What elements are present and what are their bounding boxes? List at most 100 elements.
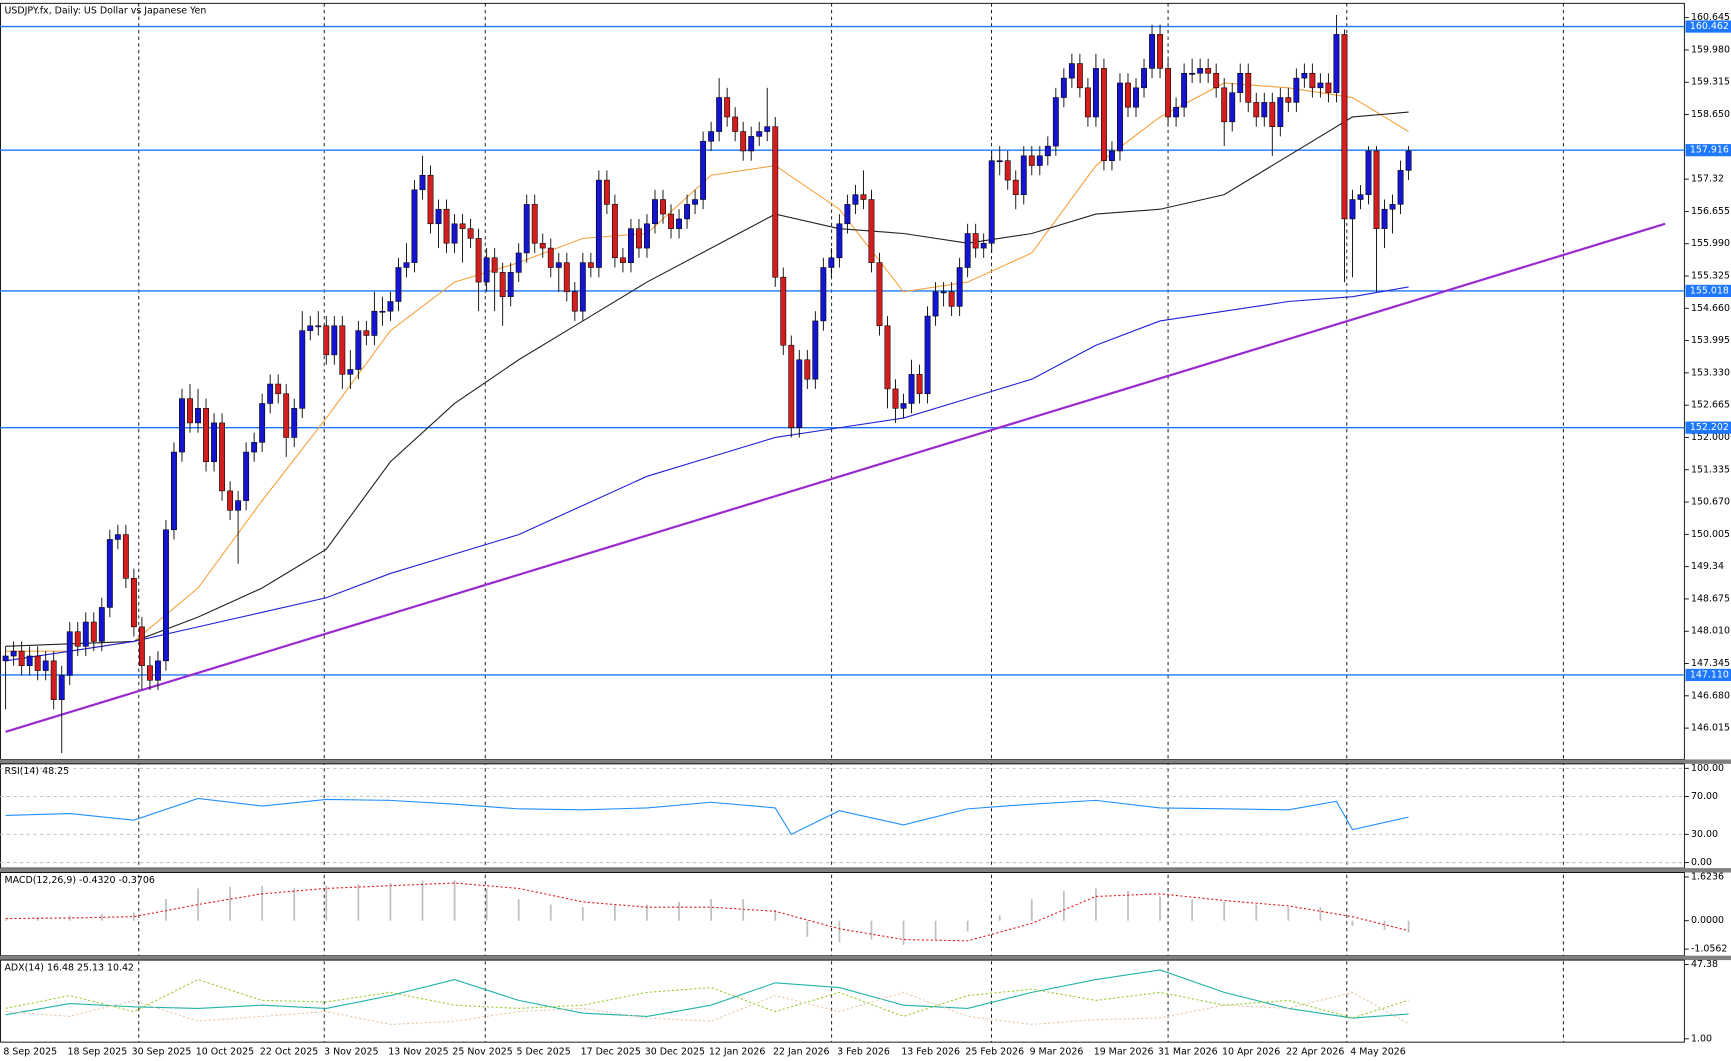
candle-body bbox=[1149, 34, 1155, 69]
x-tick-label: 22 Jan 2026 bbox=[773, 1047, 830, 1058]
candle-body bbox=[916, 374, 923, 395]
indicator-line bbox=[5, 111, 1409, 647]
candle-body bbox=[956, 267, 963, 307]
x-tick-label: 13 Nov 2025 bbox=[388, 1047, 448, 1058]
candle-body bbox=[1189, 72, 1196, 75]
y-tick-label: -1.0562 bbox=[1691, 944, 1727, 955]
x-tick-label: 3 Nov 2025 bbox=[324, 1047, 378, 1058]
y-tick-label: 100.00 bbox=[1691, 763, 1724, 774]
candle-body bbox=[940, 291, 947, 294]
candle-body bbox=[1084, 87, 1091, 118]
candle-body bbox=[1205, 68, 1212, 74]
y-tick-label: 152.665 bbox=[1691, 400, 1730, 411]
x-tick-label: 22 Apr 2026 bbox=[1286, 1047, 1344, 1058]
candle-body bbox=[283, 393, 290, 438]
y-tick-label: 147.345 bbox=[1691, 658, 1730, 669]
panel-separator bbox=[0, 759, 1731, 764]
candle-body bbox=[764, 126, 771, 132]
candle-body bbox=[347, 369, 354, 375]
indicator-line bbox=[5, 882, 1409, 942]
y-tick-label: 159.980 bbox=[1691, 44, 1730, 55]
candle-body bbox=[451, 223, 458, 244]
candle-body bbox=[171, 451, 177, 531]
panel-title: ADX(14) 16.48 25.13 10.42 bbox=[4, 962, 134, 973]
candle-body bbox=[211, 422, 217, 463]
candle-body bbox=[323, 325, 330, 356]
y-tick-label: 157.32 bbox=[1691, 174, 1724, 185]
candle-body bbox=[1277, 97, 1284, 127]
candle-body bbox=[788, 344, 795, 429]
x-tick-label: 30 Sep 2025 bbox=[132, 1047, 192, 1058]
price-level-label: 152.202 bbox=[1690, 422, 1729, 433]
panel-frame bbox=[0, 959, 1685, 1043]
candle-body bbox=[1237, 72, 1244, 93]
x-tick-label: 31 Mar 2026 bbox=[1158, 1047, 1218, 1058]
x-tick-label: 25 Nov 2025 bbox=[452, 1047, 512, 1058]
candle-body bbox=[1076, 63, 1083, 89]
price-level-label: 155.018 bbox=[1690, 285, 1729, 296]
panel-title: RSI(14) 48.25 bbox=[4, 766, 69, 777]
candle-body bbox=[1261, 102, 1268, 118]
candle-body bbox=[1389, 204, 1396, 210]
candle-body bbox=[339, 325, 346, 375]
panel-separator bbox=[0, 955, 1731, 961]
candle-body bbox=[1269, 102, 1276, 127]
candle-body bbox=[154, 660, 161, 681]
candle-body bbox=[34, 655, 41, 671]
candle-body bbox=[1165, 68, 1172, 118]
candle-body bbox=[844, 204, 851, 225]
y-tick-label: 156.655 bbox=[1691, 206, 1730, 217]
candle-body bbox=[1357, 194, 1364, 200]
candle-body bbox=[403, 262, 410, 268]
y-tick-label: 1.00 bbox=[1691, 1033, 1712, 1044]
candle-body bbox=[499, 272, 506, 297]
candle-body bbox=[684, 204, 690, 220]
y-tick-label: 1.6236 bbox=[1691, 872, 1724, 883]
candle-body bbox=[387, 301, 394, 312]
candle-body bbox=[1341, 34, 1348, 220]
candle-body bbox=[1100, 68, 1107, 161]
candle-body bbox=[611, 204, 618, 259]
candle-body bbox=[299, 330, 306, 409]
candle-body bbox=[1373, 150, 1380, 229]
candle-body bbox=[146, 665, 153, 681]
candle-body bbox=[1333, 34, 1340, 93]
panel-title: USDJPY.fx, Daily: US Dollar vs Japanese … bbox=[4, 6, 206, 17]
candle-body bbox=[948, 291, 955, 307]
candle-body bbox=[587, 262, 594, 268]
candle-body bbox=[1317, 82, 1324, 89]
candle-body bbox=[1221, 87, 1228, 123]
x-tick-label: 5 Dec 2025 bbox=[516, 1047, 570, 1058]
candle-body bbox=[259, 403, 266, 443]
y-tick-label: 70.00 bbox=[1691, 791, 1718, 802]
candle-body bbox=[595, 179, 602, 268]
y-tick-label: 159.315 bbox=[1691, 77, 1730, 88]
candle-body bbox=[331, 325, 338, 356]
y-tick-label: 149.34 bbox=[1691, 561, 1724, 572]
y-tick-label: 160.645 bbox=[1691, 12, 1730, 23]
candle-body bbox=[900, 403, 907, 409]
candle-body bbox=[547, 247, 554, 268]
candle-body bbox=[523, 204, 530, 254]
indicator-line bbox=[5, 797, 1409, 836]
candle-body bbox=[1181, 72, 1188, 108]
candle-body bbox=[1117, 82, 1123, 152]
y-tick-label: 146.680 bbox=[1691, 690, 1730, 701]
candle-body bbox=[66, 631, 73, 676]
price-level-tag bbox=[1685, 284, 1731, 298]
x-tick-label: 18 Sep 2025 bbox=[68, 1047, 128, 1058]
candle-body bbox=[515, 252, 522, 273]
x-tick-label: 19 Mar 2026 bbox=[1094, 1047, 1154, 1058]
candle-body bbox=[724, 97, 731, 118]
y-tick-label: 30.00 bbox=[1691, 829, 1718, 840]
y-tick-label: 155.990 bbox=[1691, 238, 1730, 249]
candle-body bbox=[1028, 155, 1035, 166]
candle-body bbox=[1309, 72, 1316, 89]
candle-body bbox=[692, 199, 699, 205]
candle-body bbox=[579, 262, 586, 312]
y-tick-label: 152.000 bbox=[1691, 432, 1730, 443]
x-tick-label: 3 Feb 2026 bbox=[837, 1047, 890, 1058]
candle-body bbox=[395, 267, 402, 302]
candle-body bbox=[1133, 87, 1139, 108]
candle-body bbox=[275, 383, 282, 395]
